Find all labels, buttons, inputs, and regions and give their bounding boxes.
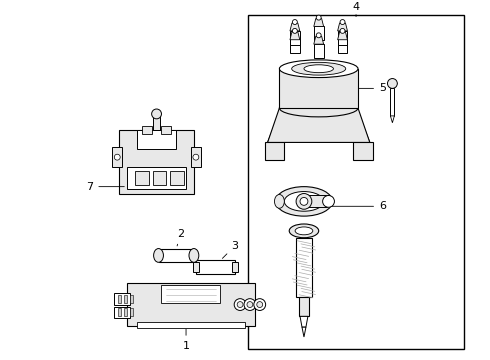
Bar <box>124 309 127 316</box>
Circle shape <box>257 302 263 307</box>
Circle shape <box>114 154 120 160</box>
Polygon shape <box>338 32 347 40</box>
Bar <box>299 195 326 207</box>
Circle shape <box>322 195 334 207</box>
Circle shape <box>151 109 162 119</box>
Bar <box>299 297 309 316</box>
Bar <box>159 248 194 262</box>
Polygon shape <box>338 23 347 31</box>
Polygon shape <box>302 327 306 337</box>
Bar <box>119 130 194 194</box>
Circle shape <box>247 302 253 307</box>
Ellipse shape <box>304 65 333 73</box>
Text: 5: 5 <box>339 84 386 93</box>
Ellipse shape <box>289 224 318 238</box>
Circle shape <box>300 197 308 205</box>
Bar <box>314 27 323 40</box>
Polygon shape <box>268 108 370 143</box>
Circle shape <box>388 78 397 88</box>
Ellipse shape <box>292 62 346 75</box>
Bar <box>135 171 148 185</box>
Bar <box>162 126 172 134</box>
Ellipse shape <box>279 99 358 117</box>
Text: 7: 7 <box>86 182 124 192</box>
Text: 1: 1 <box>183 329 190 351</box>
Circle shape <box>237 302 243 307</box>
Text: 3: 3 <box>222 240 239 258</box>
Ellipse shape <box>295 227 313 235</box>
Circle shape <box>234 299 246 310</box>
Bar <box>338 40 347 54</box>
Bar <box>114 293 130 305</box>
Bar <box>296 238 312 297</box>
Bar <box>127 283 255 326</box>
Polygon shape <box>300 316 308 327</box>
Bar <box>112 147 122 167</box>
Bar <box>248 15 464 349</box>
Polygon shape <box>314 36 323 44</box>
Circle shape <box>193 154 199 160</box>
Circle shape <box>316 15 321 20</box>
Circle shape <box>340 19 345 24</box>
Bar <box>391 88 394 116</box>
Bar <box>118 309 121 316</box>
Polygon shape <box>290 32 300 40</box>
Bar <box>114 306 130 318</box>
Polygon shape <box>290 23 300 31</box>
Bar <box>137 322 245 328</box>
Bar <box>118 295 121 303</box>
Bar <box>338 31 347 45</box>
Text: 2: 2 <box>177 229 185 246</box>
Bar <box>314 44 323 58</box>
Bar <box>196 260 235 274</box>
Polygon shape <box>391 116 394 123</box>
Ellipse shape <box>275 186 332 216</box>
Bar <box>152 171 167 185</box>
Bar <box>127 167 186 189</box>
Circle shape <box>340 28 345 33</box>
Circle shape <box>293 19 297 24</box>
Bar <box>162 285 220 303</box>
Circle shape <box>316 33 321 38</box>
Circle shape <box>244 299 256 310</box>
Bar <box>130 309 133 316</box>
Bar <box>193 262 199 272</box>
Polygon shape <box>314 19 323 27</box>
Bar <box>130 295 133 303</box>
Ellipse shape <box>284 192 323 211</box>
Bar <box>142 126 151 134</box>
Bar <box>290 31 300 45</box>
Ellipse shape <box>189 248 199 262</box>
Circle shape <box>296 194 312 209</box>
Circle shape <box>254 299 266 310</box>
Bar <box>191 147 201 167</box>
Bar <box>353 143 373 160</box>
Bar <box>124 295 127 303</box>
Bar <box>137 130 176 149</box>
Ellipse shape <box>274 194 284 208</box>
Bar <box>152 116 161 130</box>
Ellipse shape <box>153 248 164 262</box>
Bar <box>171 171 184 185</box>
Circle shape <box>293 28 297 33</box>
Ellipse shape <box>279 60 358 77</box>
Text: 4: 4 <box>352 2 360 17</box>
Bar <box>290 40 300 54</box>
Bar <box>232 262 238 272</box>
Bar <box>265 143 284 160</box>
Text: 6: 6 <box>326 201 386 211</box>
Bar <box>279 69 358 108</box>
